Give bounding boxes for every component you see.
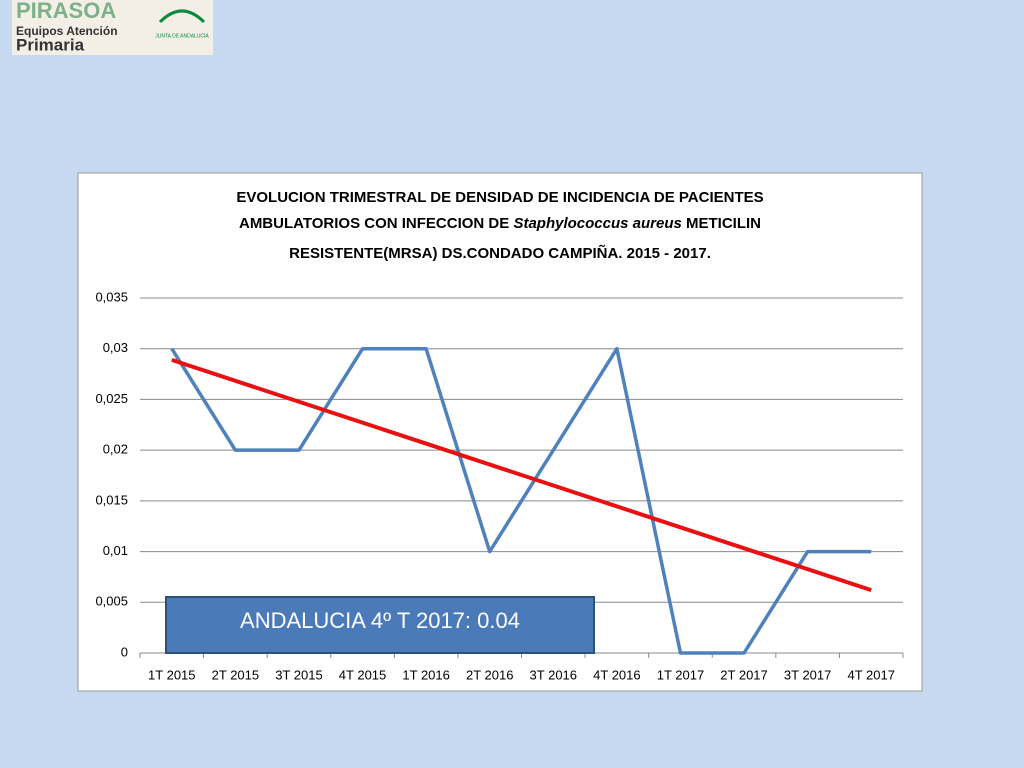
y-tick-label: 0,035 (95, 289, 128, 304)
x-tick-label: 1T 2016 (402, 667, 449, 682)
chart-title: RESISTENTE(MRSA) DS.CONDADO CAMPIÑA. 201… (289, 244, 711, 262)
y-tick-label: 0,02 (103, 442, 128, 457)
y-tick-label: 0,01 (103, 543, 128, 558)
x-tick-label: 3T 2016 (530, 667, 577, 682)
x-tick-label: 2T 2015 (212, 667, 259, 682)
chart-title: AMBULATORIOS CON INFECCION DE Staphyloco… (239, 215, 761, 232)
x-tick-label: 3T 2015 (275, 667, 322, 682)
logo-background (12, 0, 213, 55)
chart-title: EVOLUCION TRIMESTRAL DE DENSIDAD DE INCI… (236, 189, 763, 206)
x-tick-label: 4T 2017 (847, 667, 894, 682)
x-tick-label: 4T 2015 (339, 667, 386, 682)
logo: PIRASOA Equipos Atención Primaria JUNTA … (12, 0, 213, 55)
logo-line2: Primaria (16, 35, 85, 54)
x-tick-label: 2T 2017 (720, 667, 767, 682)
y-tick-label: 0 (121, 644, 128, 659)
logo-org: JUNTA DE ANDALUCIA (155, 33, 209, 39)
trend-line (171, 357, 872, 593)
x-tick-label: 2T 2016 (466, 667, 513, 682)
x-tick-label: 1T 2017 (657, 667, 704, 682)
title-part: AMBULATORIOS CON INFECCION DE (239, 215, 509, 232)
annotation-text: ANDALUCIA 4º T 2017: 0.04 (240, 608, 520, 633)
logo-brand: PIRASOA (16, 0, 116, 23)
logo-line1: Equipos Atención (16, 24, 118, 38)
title-part: METICILIN (686, 215, 761, 232)
y-tick-label: 0,025 (95, 391, 128, 406)
x-tick-label: 1T 2015 (148, 667, 195, 682)
y-tick-label: 0,03 (103, 340, 128, 355)
plot: 0 0,005 0,01 0,015 0,02 0,025 0,03 0,035 1T 2015… (95, 289, 904, 682)
data-line (170, 346, 872, 655)
title-italic: Staphylococcus aureus (513, 215, 681, 232)
y-tick-label: 0,005 (95, 594, 128, 609)
logo-emblem (158, 9, 206, 24)
annotation-box (165, 596, 595, 654)
x-tick-label: 4T 2016 (593, 667, 640, 682)
y-tick-label: 0,015 (95, 492, 128, 507)
x-tick-label: 3T 2017 (784, 667, 831, 682)
